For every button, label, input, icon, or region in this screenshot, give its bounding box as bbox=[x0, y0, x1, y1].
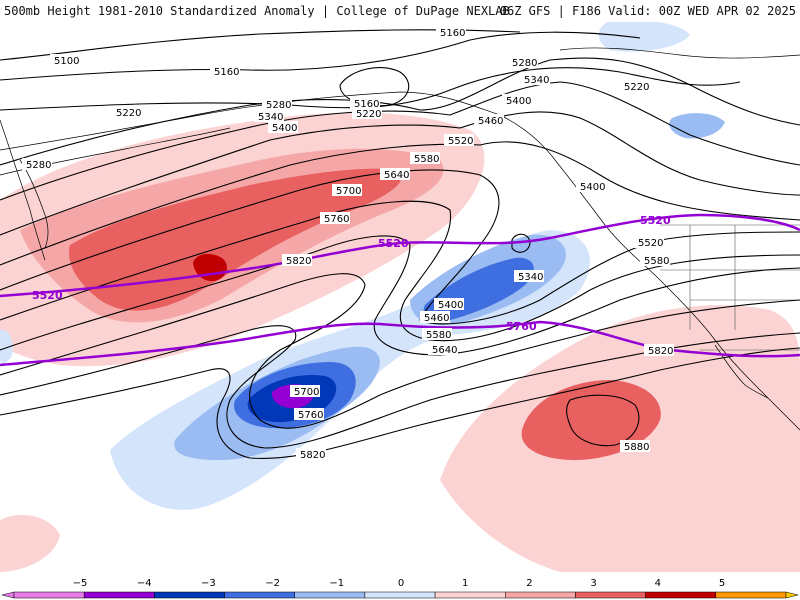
contour-label: 5220 bbox=[624, 82, 649, 93]
contour-label: 5160 bbox=[354, 99, 379, 110]
contour-label: 5400 bbox=[580, 182, 605, 193]
contour-label: 5760 bbox=[324, 214, 349, 225]
contour-5460 bbox=[0, 141, 800, 266]
colorbar-max-arrow bbox=[785, 591, 799, 599]
contour-5280 bbox=[0, 57, 800, 166]
contour-label: 5280 bbox=[512, 58, 537, 69]
contour-label: 5820 bbox=[286, 256, 311, 267]
contour-label: 5580 bbox=[414, 154, 439, 165]
map-header: 500mb Height 1981-2010 Standardized Anom… bbox=[0, 0, 800, 22]
colorbar-swatch bbox=[224, 591, 295, 599]
contour-label: 5460 bbox=[424, 313, 449, 324]
contour-label: 5340 bbox=[518, 272, 543, 283]
contour-5880 bbox=[566, 394, 640, 447]
contour-label: 5400 bbox=[438, 300, 463, 311]
contour-label: 5760 bbox=[298, 410, 323, 421]
contour-label: 5700 bbox=[294, 387, 319, 398]
contour-5160 bbox=[0, 31, 641, 81]
colorbar-tick-label: 4 bbox=[655, 578, 661, 589]
colorbar-swatch bbox=[83, 591, 155, 599]
negative-anomaly-area bbox=[598, 22, 690, 52]
reference-contour-label: 5520 bbox=[378, 237, 409, 250]
contour-label: 5880 bbox=[624, 442, 649, 453]
map-title: 500mb Height 1981-2010 Standardized Anom… bbox=[4, 4, 510, 18]
contour-5640 bbox=[0, 235, 800, 356]
contour-label: 5280 bbox=[266, 100, 291, 111]
negative-anomaly-area bbox=[0, 329, 13, 364]
contour-label: 5580 bbox=[644, 256, 669, 267]
positive-anomaly-area bbox=[0, 515, 60, 572]
anomaly-colorbar: −5 −4 −3 −2 −1 0 1 2 3 4 5 bbox=[1, 578, 799, 599]
anomaly-map: 5100 5160 5160 5160 5220 5220 5220 5280 … bbox=[0, 22, 800, 572]
model-run-info: 06Z GFS | F186 Valid: 00Z WED APR 02 202… bbox=[499, 4, 796, 18]
contour-5220 bbox=[0, 67, 741, 111]
contour-label: 5280 bbox=[26, 160, 51, 171]
contour-label: 5580 bbox=[426, 330, 451, 341]
reference-contour-label: 5520 bbox=[640, 214, 671, 227]
colorbar-tick-label: 1 bbox=[462, 578, 468, 589]
contour-label: 5340 bbox=[258, 112, 283, 123]
north-america-west-coast bbox=[554, 159, 800, 431]
contour-5700 bbox=[0, 273, 800, 429]
colorbar-tick-label: −2 bbox=[265, 578, 280, 589]
colorbar-swatch bbox=[154, 591, 225, 599]
colorbar-swatch bbox=[294, 591, 366, 599]
contour-label: 5400 bbox=[506, 96, 531, 107]
colorbar-tick-label: 5 bbox=[719, 578, 725, 589]
contour-5820 bbox=[0, 347, 800, 460]
contour-label: 5160 bbox=[214, 67, 239, 78]
reference-contour-label: 5520 bbox=[32, 289, 63, 302]
contour-label: 5820 bbox=[300, 450, 325, 461]
colorbar-swatch bbox=[364, 591, 436, 599]
reference-labels: 5520 5520 5520 5760 bbox=[32, 214, 671, 333]
colorbar-tick-label: −5 bbox=[73, 578, 88, 589]
northern-arctic-coast bbox=[559, 47, 800, 59]
contour-label: 5100 bbox=[54, 56, 79, 67]
positive-anomaly-area bbox=[69, 168, 402, 311]
contour-labels: 5100 5160 5160 5160 5220 5220 5220 5280 … bbox=[22, 26, 674, 461]
colorbar-swatch bbox=[645, 591, 717, 599]
colorbar-swatch bbox=[13, 591, 85, 599]
contour-label: 5220 bbox=[116, 108, 141, 119]
reference-contour-label: 5760 bbox=[506, 320, 537, 333]
colorbar-tick-label: 0 bbox=[398, 578, 404, 589]
reference-contour-5520 bbox=[0, 213, 800, 298]
contour-label: 5340 bbox=[524, 75, 549, 86]
state-borders bbox=[660, 224, 800, 351]
contour-label: 5220 bbox=[356, 109, 381, 120]
contour-label: 5640 bbox=[384, 170, 409, 181]
contour-label: 5160 bbox=[440, 28, 465, 39]
contour-label: 5520 bbox=[448, 136, 473, 147]
contour-label: 5700 bbox=[336, 186, 361, 197]
colorbar-labels: −5 −4 −3 −2 −1 0 1 2 3 4 5 bbox=[73, 578, 726, 589]
contour-5340 bbox=[0, 81, 800, 201]
reference-contour-5760 bbox=[0, 320, 800, 367]
contour-label: 5820 bbox=[648, 346, 673, 357]
contour-label: 5460 bbox=[478, 116, 503, 127]
colorbar-swatch bbox=[715, 591, 787, 599]
colorbar-tick-label: 2 bbox=[526, 578, 532, 589]
colorbar-min-arrow bbox=[1, 591, 15, 599]
contour-label: 5640 bbox=[432, 345, 457, 356]
reference-contours bbox=[0, 213, 800, 367]
colorbar-tick-label: −1 bbox=[329, 578, 344, 589]
colorbar-swatch bbox=[434, 591, 506, 599]
colorbar-swatch bbox=[505, 591, 576, 599]
contour-label: 5520 bbox=[638, 238, 663, 249]
contour-label: 5400 bbox=[272, 123, 297, 134]
colorbar-tick-label: 3 bbox=[590, 578, 596, 589]
colorbar-swatch bbox=[575, 591, 646, 599]
negative-anomaly-area bbox=[669, 113, 725, 139]
contour-5580 bbox=[0, 200, 800, 342]
colorbar-tick-label: −4 bbox=[137, 578, 152, 589]
colorbar-tick-label: −3 bbox=[201, 578, 216, 589]
asia-coastline bbox=[0, 119, 46, 261]
colorbar-swatches bbox=[1, 591, 799, 599]
kamchatka bbox=[19, 159, 49, 249]
contour-5760 bbox=[0, 325, 800, 449]
